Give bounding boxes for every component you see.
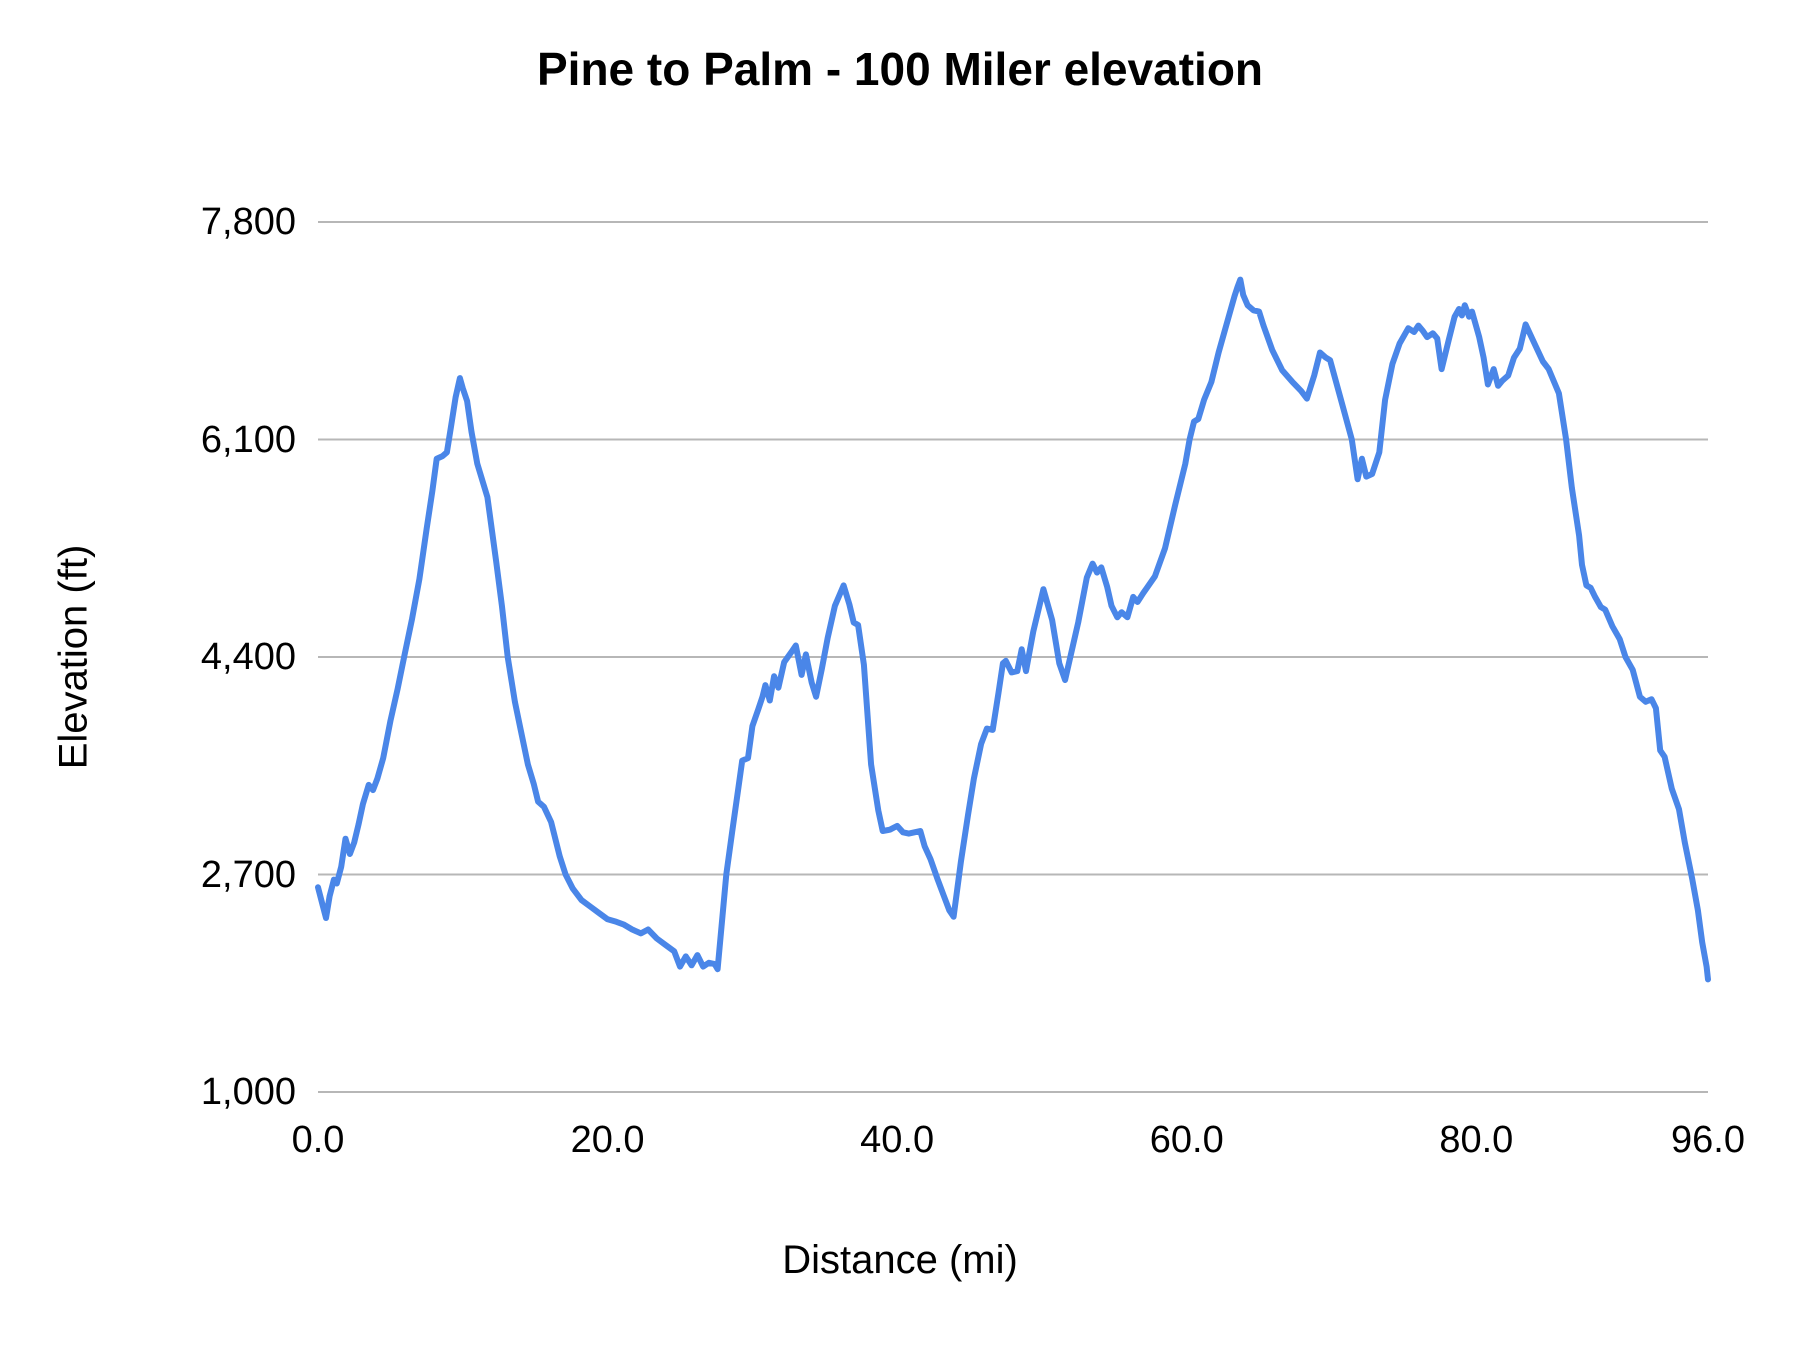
x-tick-label: 80.0 — [1439, 1119, 1514, 1161]
x-tick-label: 96.0 — [1671, 1119, 1745, 1161]
x-axis-title: Distance (mi) — [782, 1238, 1018, 1282]
elevation-line — [315, 276, 1711, 983]
y-tick-label: 2,700 — [200, 853, 296, 896]
x-tick-label: 40.0 — [860, 1119, 935, 1161]
x-tick-label: 0.0 — [291, 1119, 345, 1161]
x-tick-label: 60.0 — [1149, 1119, 1224, 1161]
y-tick-label: 7,800 — [200, 201, 296, 243]
y-tick-label: 4,400 — [200, 636, 296, 678]
gridlines — [318, 221, 1708, 1093]
y-tick-label: 6,100 — [200, 418, 296, 461]
x-tick-label: 20.0 — [570, 1119, 645, 1161]
chart-title: Pine to Palm - 100 Miler elevation — [536, 43, 1264, 95]
y-tick-label: 1,000 — [200, 1071, 296, 1113]
